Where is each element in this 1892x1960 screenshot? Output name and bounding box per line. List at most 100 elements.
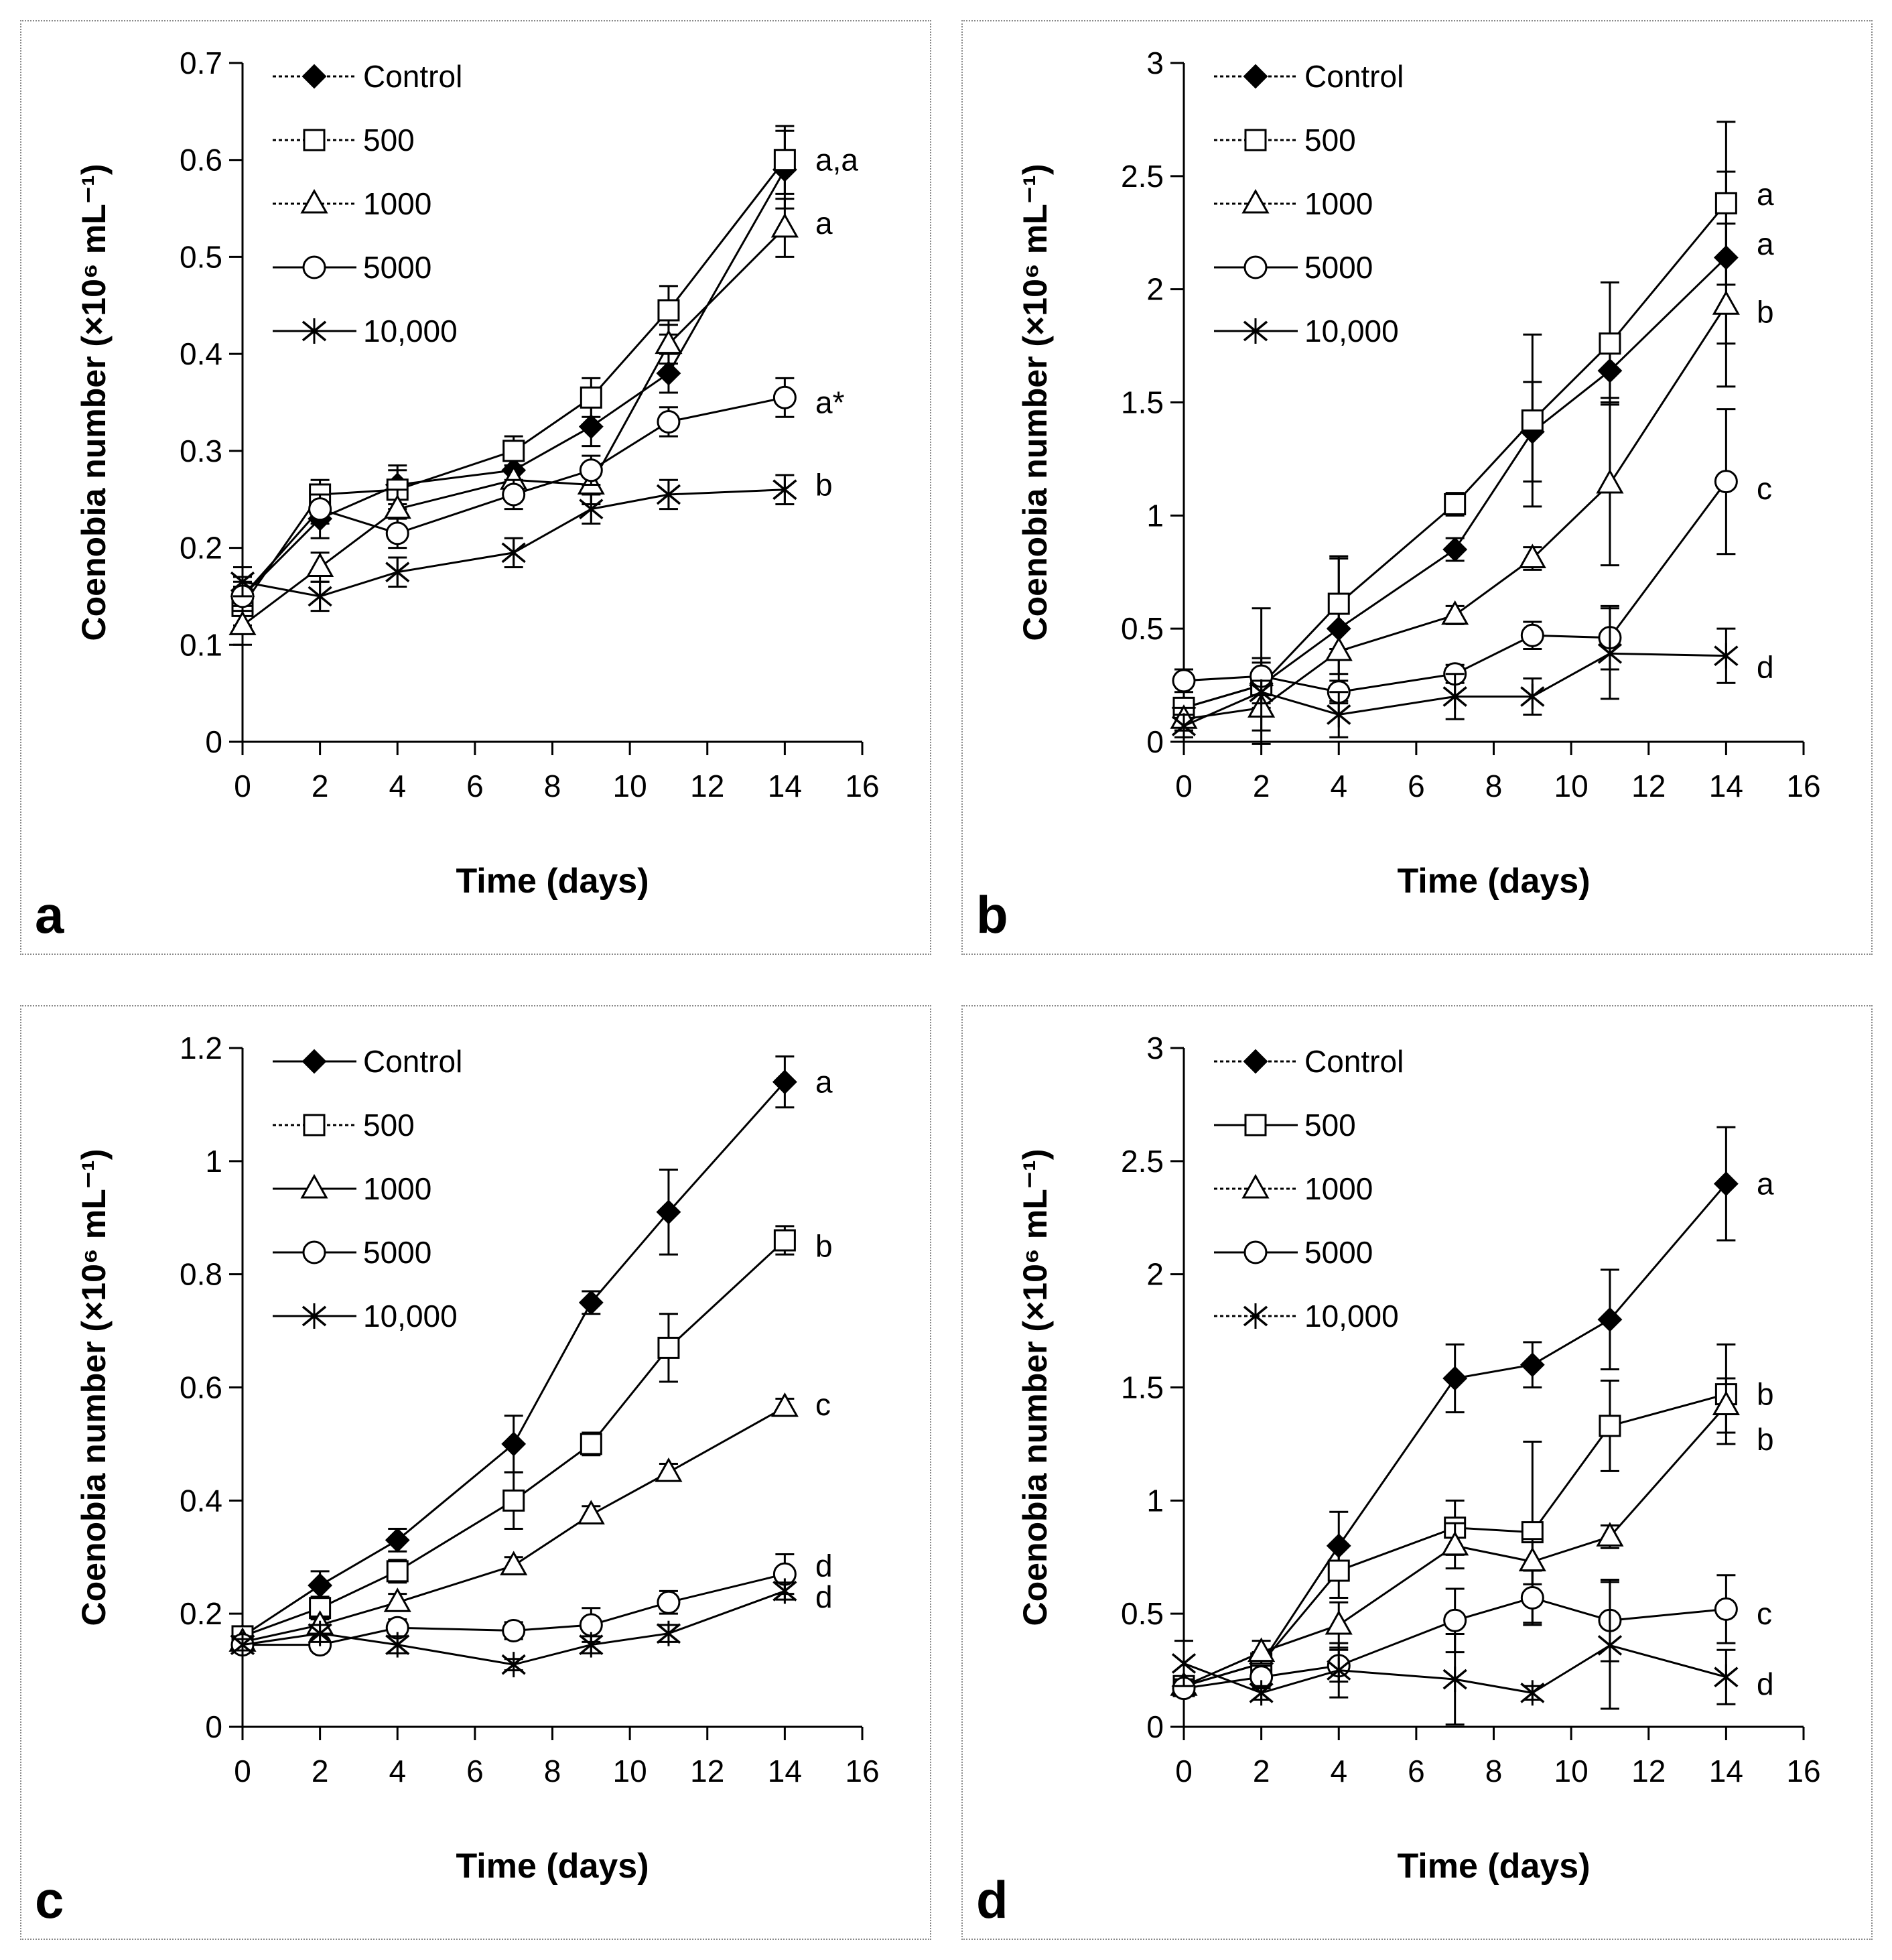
data-point xyxy=(656,481,681,507)
data-point xyxy=(770,1392,799,1417)
x-tick-label: 12 xyxy=(690,769,724,803)
data-point xyxy=(1712,1390,1740,1416)
legend-item-500: 500 xyxy=(273,1108,415,1142)
legend-item-control: Control xyxy=(273,59,462,94)
data-point xyxy=(657,409,681,434)
y-tick-label: 0 xyxy=(205,1709,222,1744)
x-tick-label: 6 xyxy=(1408,1754,1425,1788)
data-point xyxy=(502,1618,526,1642)
legend-marker xyxy=(303,1114,326,1136)
data-point xyxy=(1518,543,1546,568)
data-point xyxy=(308,497,332,521)
legend-item-5000: 5000 xyxy=(273,250,431,285)
data-point xyxy=(230,1632,255,1658)
data-point xyxy=(1714,192,1737,214)
data-point xyxy=(386,1560,409,1583)
y-tick-label: 0.5 xyxy=(1121,1596,1164,1631)
significance-letter: b xyxy=(1757,1422,1774,1457)
legend-marker xyxy=(301,318,327,344)
y-tick-label: 2.5 xyxy=(1121,1144,1164,1179)
significance-letter: b xyxy=(1757,294,1774,329)
panel-b: 0 0.5 1 1.5 2 2.5 3 0 2 4 6 8 10 12 14 16 Time (days) Coe… xyxy=(961,20,1873,955)
data-point xyxy=(385,1632,410,1658)
x-tick-label: 14 xyxy=(768,1754,802,1788)
y-tick-label: 2.5 xyxy=(1121,159,1164,194)
legend-marker xyxy=(1244,129,1267,151)
data-point xyxy=(501,539,526,566)
data-point xyxy=(1172,669,1196,693)
x-tick-label: 6 xyxy=(1408,769,1425,803)
data-point xyxy=(1171,1650,1197,1677)
data-point xyxy=(502,440,525,462)
data-point xyxy=(501,1431,527,1457)
data-point xyxy=(657,1336,680,1359)
y-tick-label: 0 xyxy=(1146,1709,1164,1744)
data-point xyxy=(1325,636,1353,661)
legend-marker xyxy=(301,1303,327,1329)
legend-label: 10,000 xyxy=(1304,314,1399,348)
data-point xyxy=(772,1069,797,1095)
x-axis-label: Time (days) xyxy=(456,1847,649,1886)
x-tick-label: 16 xyxy=(845,1754,879,1788)
data-point xyxy=(1714,1597,1738,1621)
data-point xyxy=(656,361,681,386)
x-tick-label: 16 xyxy=(845,769,879,803)
data-point xyxy=(383,1587,411,1612)
data-point xyxy=(385,559,410,585)
x-tick-label: 2 xyxy=(1253,1754,1270,1788)
legend-label: 5000 xyxy=(363,1235,431,1270)
legend-marker xyxy=(303,129,326,151)
data-point xyxy=(1441,1530,1469,1556)
x-tick-label: 10 xyxy=(1554,769,1589,803)
series-control xyxy=(1171,170,1739,732)
legend-marker xyxy=(300,1173,328,1199)
legend-label: Control xyxy=(363,1044,462,1079)
significance-letter: a xyxy=(1757,177,1774,212)
panel-label: c xyxy=(35,1870,64,1929)
legend-marker xyxy=(301,64,327,89)
x-tick-label: 4 xyxy=(389,1754,406,1788)
x-tick-label: 16 xyxy=(1786,769,1820,803)
x-tick-label: 4 xyxy=(1330,1754,1347,1788)
x-tick-label: 12 xyxy=(690,1754,724,1788)
significance-letter: d xyxy=(815,1548,833,1583)
legend-label: Control xyxy=(1304,59,1404,94)
y-axis-label: Coenobia number (×10⁶ mL⁻¹) xyxy=(75,1149,113,1626)
significance-letter: a xyxy=(815,206,833,241)
panel-label: d xyxy=(976,1870,1008,1929)
data-point xyxy=(580,1433,602,1455)
legend-label: 10,000 xyxy=(363,1299,458,1333)
y-tick-label: 2 xyxy=(1146,272,1164,307)
legend-item-1000: 1000 xyxy=(273,186,431,221)
data-point xyxy=(579,496,604,522)
legend-marker xyxy=(1243,255,1268,279)
legend-marker xyxy=(1243,64,1268,89)
series-line xyxy=(1183,257,1727,709)
x-tick-label: 8 xyxy=(1485,1754,1503,1788)
legend-item-1000: 1000 xyxy=(1214,1171,1373,1206)
x-tick-label: 8 xyxy=(1485,769,1503,803)
data-point xyxy=(1597,1307,1623,1332)
data-point xyxy=(1442,1667,1467,1693)
legend-item-1000: 1000 xyxy=(1214,186,1373,221)
legend-marker xyxy=(1244,1114,1267,1136)
series-line xyxy=(241,169,786,597)
x-tick-label: 4 xyxy=(389,769,406,803)
y-tick-label: 0.7 xyxy=(180,46,222,80)
panel-c: 0 0.2 0.4 0.6 0.8 1 1.2 0 2 4 6 8 10 12 14 16 Time (days… xyxy=(20,1005,931,1940)
data-point xyxy=(579,458,603,482)
chart-b-svg: 0 0.5 1 1.5 2 2.5 3 0 2 4 6 8 10 12 14 16 Time (days) Coe… xyxy=(976,46,1821,944)
data-point xyxy=(502,482,526,507)
legend-label: 500 xyxy=(1304,1108,1356,1142)
legend-item-500: 500 xyxy=(1214,1108,1356,1142)
legend-marker xyxy=(301,1049,327,1074)
data-point xyxy=(577,1500,605,1524)
legend-item-500: 500 xyxy=(1214,123,1356,157)
data-point xyxy=(1520,683,1545,710)
legend-item-5000: 5000 xyxy=(1214,250,1373,285)
y-tick-label: 0.6 xyxy=(180,1370,222,1405)
y-tick-label: 1 xyxy=(1146,498,1164,533)
data-point xyxy=(1520,1680,1545,1706)
x-axis-label: Time (days) xyxy=(456,862,649,901)
data-point xyxy=(306,552,334,578)
